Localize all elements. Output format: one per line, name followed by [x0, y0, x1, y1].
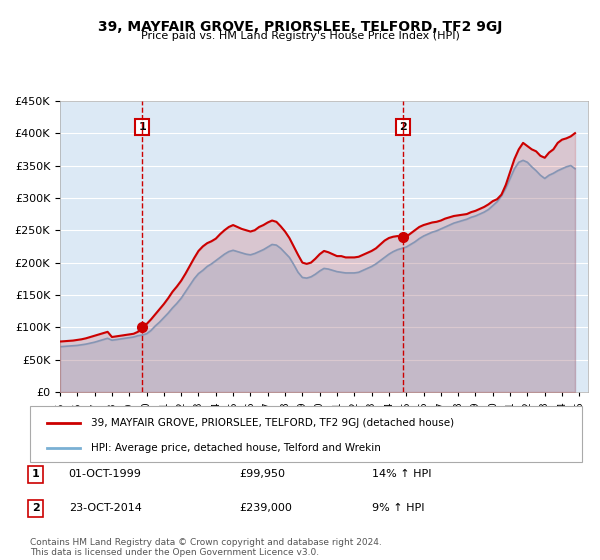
- Text: 9% ↑ HPI: 9% ↑ HPI: [372, 503, 425, 513]
- Text: 39, MAYFAIR GROVE, PRIORSLEE, TELFORD, TF2 9GJ: 39, MAYFAIR GROVE, PRIORSLEE, TELFORD, T…: [98, 20, 502, 34]
- Text: 1: 1: [139, 122, 146, 132]
- Text: 1: 1: [32, 469, 40, 479]
- Text: 14% ↑ HPI: 14% ↑ HPI: [372, 469, 432, 479]
- Text: 39, MAYFAIR GROVE, PRIORSLEE, TELFORD, TF2 9GJ (detached house): 39, MAYFAIR GROVE, PRIORSLEE, TELFORD, T…: [91, 418, 454, 428]
- Text: Contains HM Land Registry data © Crown copyright and database right 2024.
This d: Contains HM Land Registry data © Crown c…: [30, 538, 382, 557]
- Text: 01-OCT-1999: 01-OCT-1999: [68, 469, 142, 479]
- Text: Price paid vs. HM Land Registry's House Price Index (HPI): Price paid vs. HM Land Registry's House …: [140, 31, 460, 41]
- Text: £239,000: £239,000: [240, 503, 293, 513]
- Text: £99,950: £99,950: [240, 469, 286, 479]
- Text: HPI: Average price, detached house, Telford and Wrekin: HPI: Average price, detached house, Telf…: [91, 443, 380, 453]
- Text: 2: 2: [399, 122, 407, 132]
- Text: 23-OCT-2014: 23-OCT-2014: [68, 503, 142, 513]
- FancyBboxPatch shape: [30, 406, 582, 462]
- Text: 2: 2: [32, 503, 40, 513]
